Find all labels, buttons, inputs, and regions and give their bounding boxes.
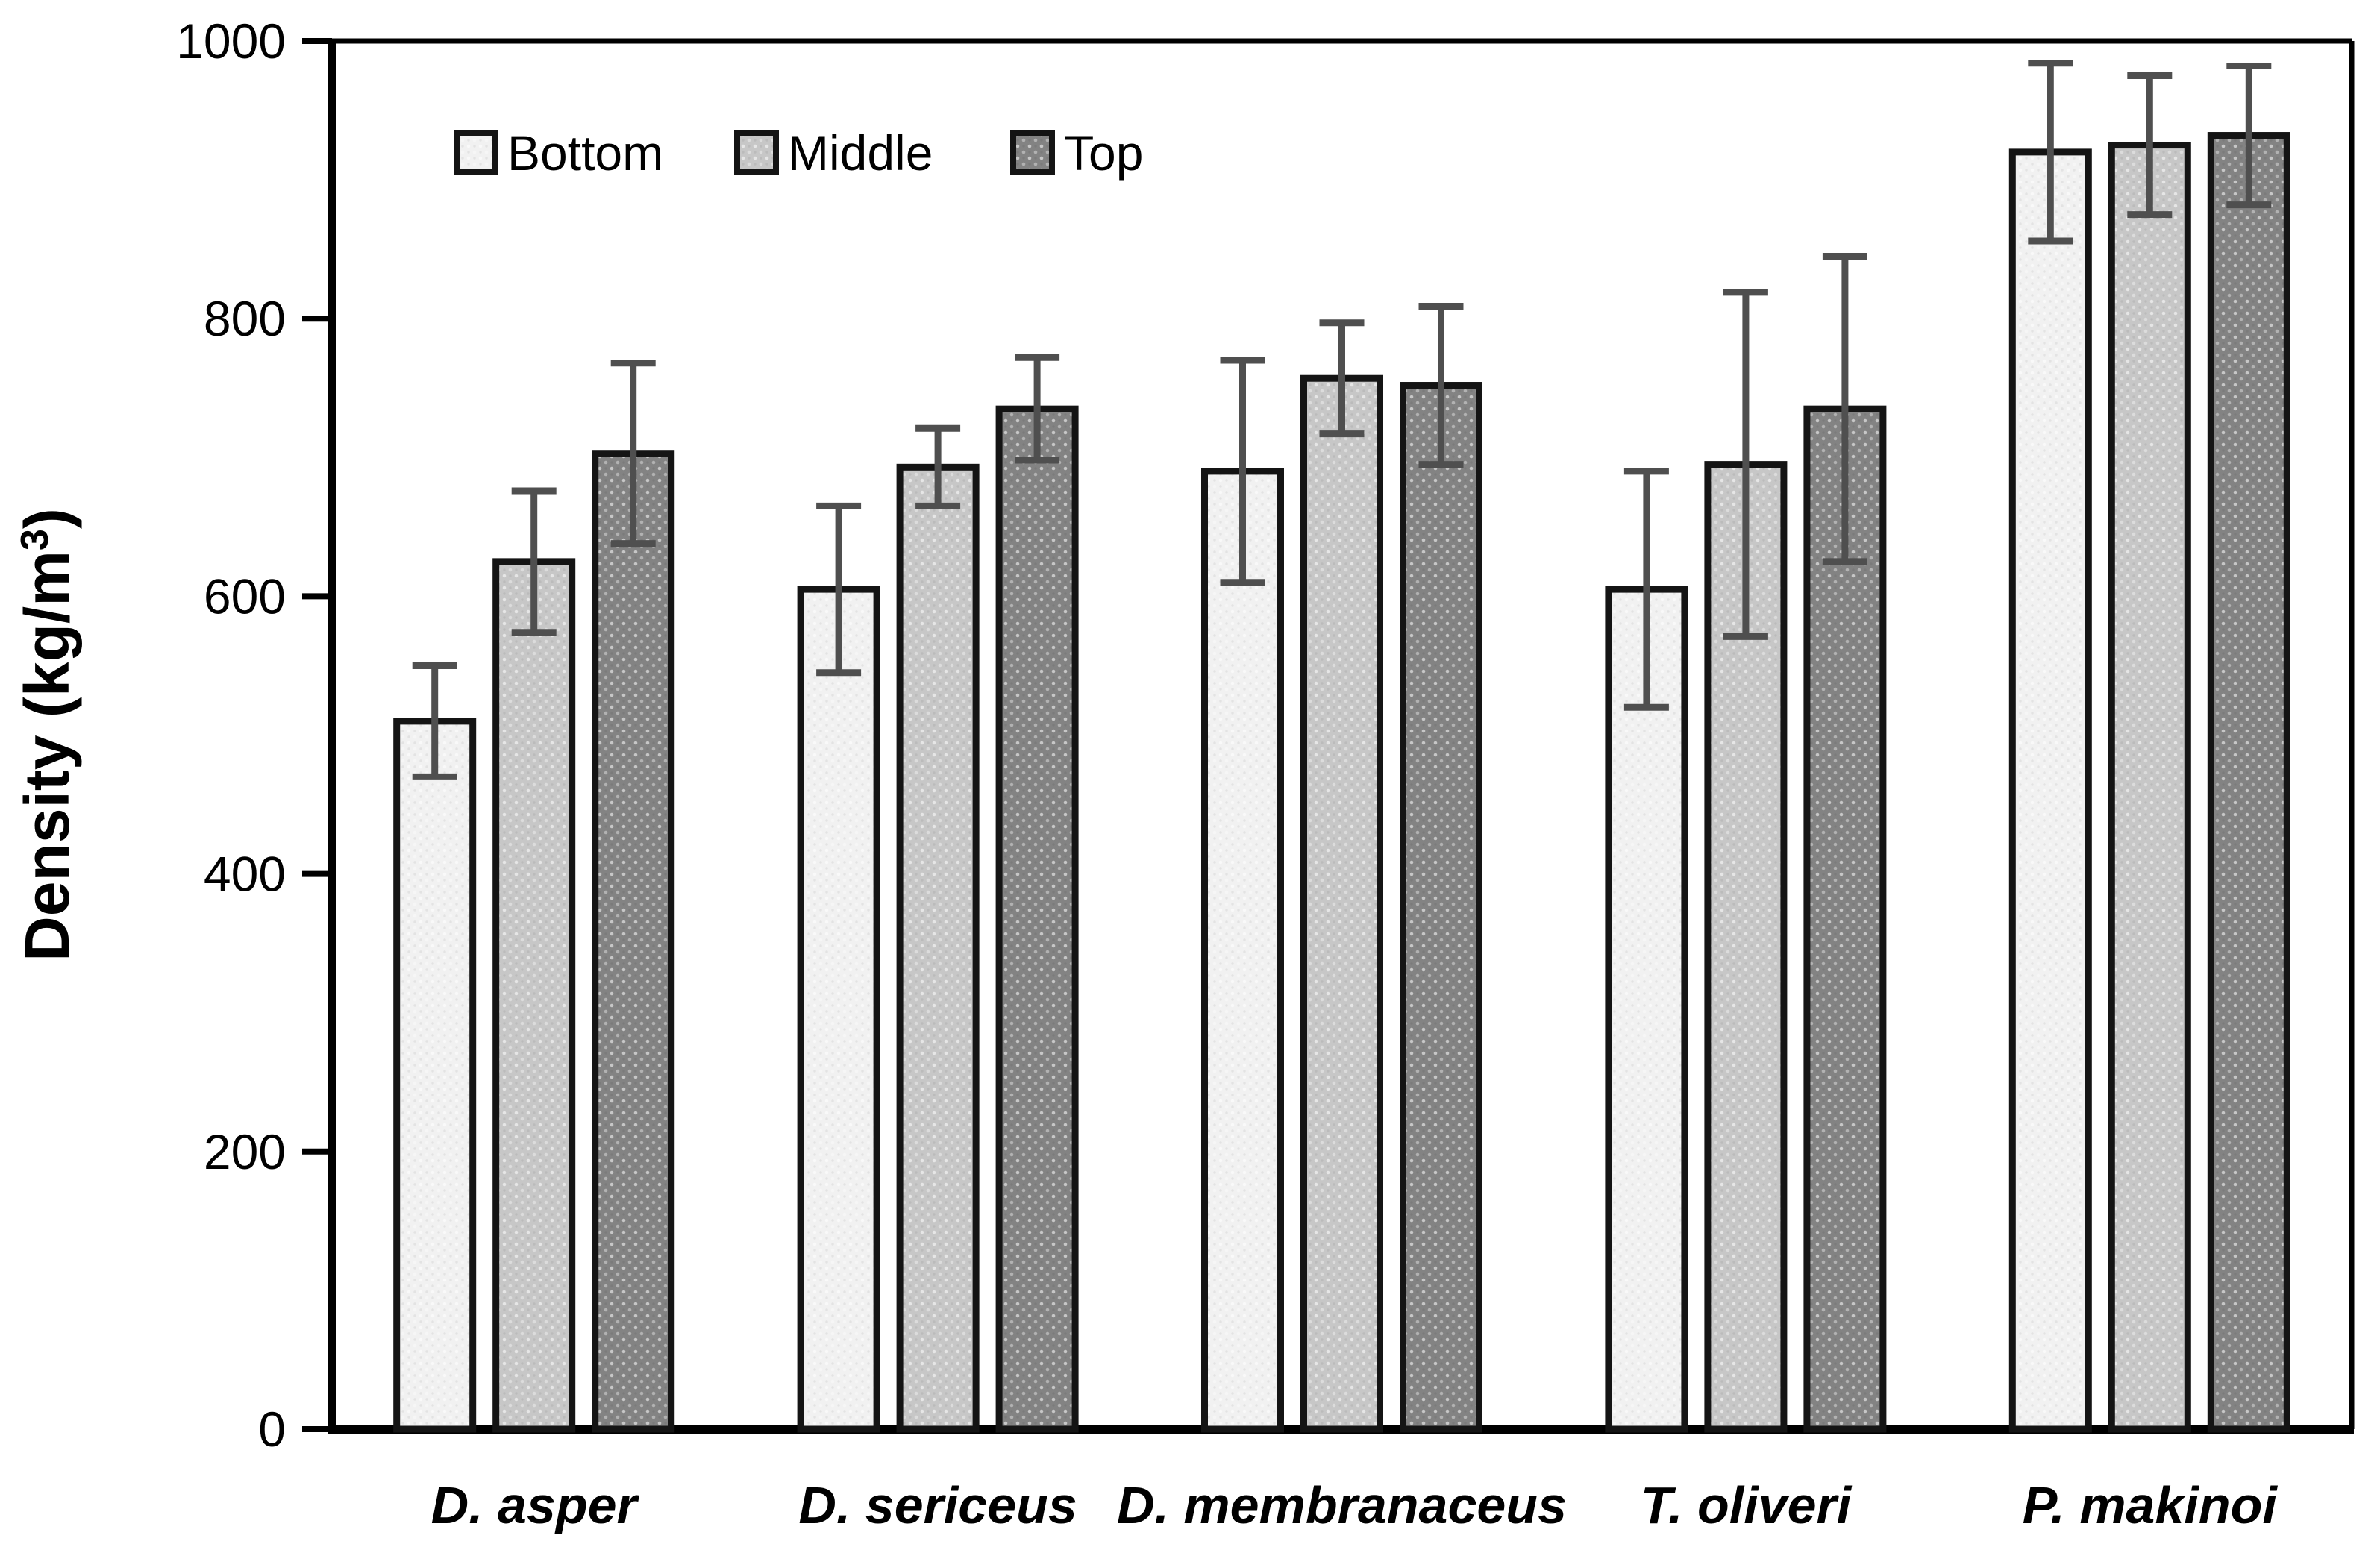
y-tick-label: 400 (204, 847, 286, 902)
y-tick-label: 800 (204, 291, 286, 346)
bar-bottom-1 (393, 718, 477, 1433)
legend-swatch-middle (734, 130, 779, 175)
legend-swatch-top (1010, 130, 1055, 175)
bar-group (1605, 252, 1887, 1433)
y-tick-label: 1000 (176, 13, 286, 69)
x-category-label: D. sericeus (798, 1476, 1077, 1534)
error-bar (2127, 72, 2173, 219)
error-bar (1015, 354, 1060, 464)
x-category-label: P. makinoi (2023, 1476, 2279, 1534)
bar-top-4 (1803, 405, 1887, 1433)
legend-label: Top (1064, 125, 1143, 181)
bar-middle-5 (2108, 142, 2191, 1433)
error-bar (816, 502, 862, 677)
legend-item-top: Top (1010, 125, 1143, 181)
error-bar (511, 487, 557, 636)
legend-item-middle: Middle (734, 125, 933, 181)
y-tick-label: 0 (258, 1402, 286, 1457)
error-bar (1822, 252, 1867, 565)
y-tick-label: 600 (204, 568, 286, 624)
y-tick-label: 200 (204, 1124, 286, 1179)
bar-bottom-4 (1605, 586, 1688, 1433)
x-category-label: T. oliveri (1641, 1476, 1853, 1534)
legend: Bottom Middle Top (454, 125, 1143, 181)
error-bar (1220, 357, 1265, 586)
x-category-label: D. asper (431, 1476, 640, 1534)
bar-bottom-2 (797, 586, 880, 1433)
y-axis-title: Density (kg/m3) (12, 508, 82, 961)
bar-top-1 (592, 450, 675, 1433)
legend-label: Middle (788, 125, 933, 181)
bar-group (797, 354, 1079, 1433)
bar-bottom-5 (2008, 148, 2092, 1433)
bar-middle-3 (1300, 374, 1383, 1433)
bar-middle-2 (896, 463, 980, 1433)
x-category-label: D. membranaceus (1117, 1476, 1567, 1534)
error-bar (2028, 60, 2073, 245)
bar-group (1201, 302, 1482, 1433)
error-bar (2226, 62, 2272, 209)
legend-label: Bottom (507, 125, 663, 181)
error-bar (412, 662, 457, 780)
bar-bottom-3 (1201, 468, 1284, 1433)
error-bar (1418, 302, 1464, 468)
error-bar (1723, 289, 1768, 640)
bar-top-5 (2207, 132, 2290, 1433)
bar-middle-1 (492, 558, 576, 1433)
error-bar (610, 360, 656, 548)
legend-item-bottom: Bottom (454, 125, 663, 181)
error-bar (1319, 319, 1365, 438)
bar-top-3 (1400, 382, 1482, 1433)
error-bar (1623, 468, 1669, 711)
bar-group (2008, 60, 2290, 1433)
legend-swatch-bottom (454, 130, 498, 175)
bar-group (393, 360, 675, 1433)
bar-top-2 (995, 405, 1079, 1433)
error-bar (915, 424, 961, 509)
